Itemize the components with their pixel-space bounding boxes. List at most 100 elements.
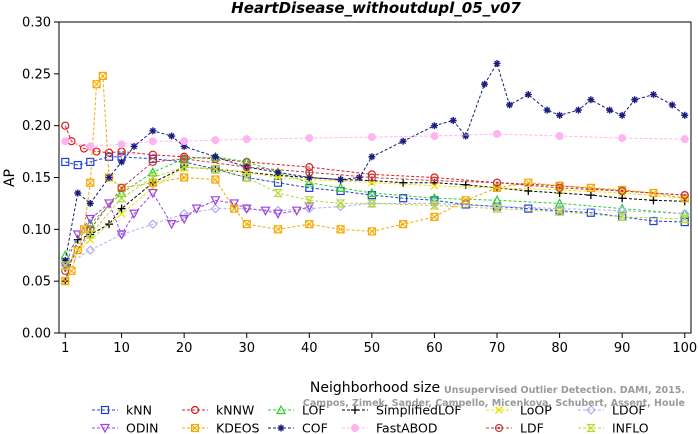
data-point-FastABOD bbox=[367, 133, 376, 142]
x-tick-label: 90 bbox=[614, 341, 631, 356]
series-line-INFLO bbox=[64, 166, 685, 266]
data-point-COF bbox=[618, 111, 626, 119]
data-point-KDEOS bbox=[305, 220, 314, 229]
data-point-LDOF bbox=[85, 245, 96, 255]
data-point-ODIN bbox=[273, 209, 284, 220]
legend-item-LDOF: LDOF bbox=[578, 403, 646, 418]
data-point-INFLO bbox=[366, 199, 377, 208]
data-point-LoOP bbox=[274, 173, 282, 182]
legend-item-kNN: kNN bbox=[92, 403, 152, 418]
legend-label-KDEOS: KDEOS bbox=[216, 421, 260, 434]
data-point-kNN bbox=[61, 157, 70, 167]
data-point-KDEOS bbox=[336, 225, 345, 234]
data-point-ODIN bbox=[85, 214, 96, 225]
data-point-LOF bbox=[85, 218, 96, 229]
data-point-kNN bbox=[86, 157, 95, 167]
y-tick-label: 0.05 bbox=[22, 275, 51, 290]
data-point-COF bbox=[649, 91, 657, 99]
legend-label-LOF: LOF bbox=[302, 403, 326, 418]
data-point-SimplifiedLOF bbox=[649, 196, 658, 205]
data-point-ODIN bbox=[229, 199, 240, 209]
data-point-LDF bbox=[242, 163, 251, 172]
data-point-kNN bbox=[104, 152, 114, 161]
data-point-SimplifiedLOF bbox=[586, 191, 595, 200]
data-point-ODIN bbox=[72, 230, 83, 240]
legend-item-kNNW: kNNW bbox=[182, 403, 254, 418]
data-point-COF bbox=[118, 158, 126, 166]
data-point-KDEOS bbox=[79, 225, 89, 234]
x-tick-label: 1 bbox=[61, 341, 69, 356]
legend-marker-SimplifiedLOF bbox=[351, 406, 359, 414]
data-point-COF bbox=[681, 111, 689, 119]
data-point-LDF bbox=[618, 186, 627, 196]
data-point-LOF bbox=[335, 182, 346, 192]
data-point-LDF bbox=[430, 176, 439, 185]
series-LDF bbox=[61, 154, 689, 275]
x-tick-label: 30 bbox=[238, 341, 255, 356]
data-point-ODIN bbox=[304, 202, 315, 212]
series-line-LoOP bbox=[64, 166, 685, 266]
y-tick-label: 0.00 bbox=[22, 327, 51, 342]
legend-label-LDF: LDF bbox=[520, 421, 544, 434]
data-point-KDEOS bbox=[399, 220, 408, 229]
data-point-LDF bbox=[367, 173, 376, 182]
y-tick-label: 0.20 bbox=[22, 119, 51, 134]
data-point-COF bbox=[524, 91, 532, 99]
data-point-LDF bbox=[680, 191, 689, 200]
legend-marker-LDF bbox=[494, 423, 504, 433]
legend-label-kNNW: kNNW bbox=[216, 403, 254, 418]
legend-marker-LoOP bbox=[495, 406, 503, 414]
data-point-FastABOD bbox=[61, 137, 70, 146]
y-tick-label: 0.25 bbox=[22, 67, 51, 82]
data-point-KDEOS bbox=[86, 178, 95, 187]
legend-marker-ODIN bbox=[100, 423, 110, 434]
data-point-ODIN bbox=[104, 199, 115, 209]
watermark-line-1: Unsupervised Outlier Detection. DAMI, 20… bbox=[444, 385, 685, 396]
x-tick-label: 20 bbox=[176, 341, 193, 356]
data-point-KDEOS bbox=[461, 196, 470, 205]
data-point-COF bbox=[399, 137, 407, 145]
legend-item-FastABOD: FastABOD bbox=[342, 421, 438, 434]
data-point-INFLO bbox=[147, 173, 158, 182]
data-point-kNNW bbox=[61, 121, 70, 130]
data-point-INFLO bbox=[335, 199, 346, 208]
data-point-COF bbox=[506, 101, 514, 109]
data-point-KDEOS bbox=[98, 71, 107, 81]
data-point-LDF bbox=[180, 154, 189, 163]
legend-marker-INFLO bbox=[586, 423, 596, 433]
data-point-INFLO bbox=[273, 188, 283, 198]
legend-item-LDF: LDF bbox=[486, 421, 544, 434]
data-point-FastABOD bbox=[148, 137, 157, 146]
data-point-COF bbox=[606, 106, 614, 114]
data-point-FastABOD bbox=[117, 140, 126, 149]
x-tick-label: 10 bbox=[113, 341, 130, 356]
data-point-ODIN bbox=[291, 206, 302, 216]
legend-marker-KDEOS bbox=[190, 423, 200, 433]
data-point-COF bbox=[149, 127, 157, 135]
data-point-INFLO bbox=[554, 207, 565, 216]
data-point-LOF bbox=[116, 187, 127, 198]
legend-label-COF: COF bbox=[302, 421, 328, 434]
data-point-KDEOS bbox=[67, 266, 76, 275]
data-point-KDEOS bbox=[586, 183, 595, 192]
series-line-LOF bbox=[64, 156, 685, 256]
data-point-LDOF bbox=[179, 208, 189, 219]
series-line-KDEOS bbox=[64, 74, 685, 282]
x-tick-label: 100 bbox=[672, 341, 697, 356]
data-point-COF bbox=[543, 106, 551, 114]
data-point-kNNW bbox=[305, 163, 314, 172]
data-point-COF bbox=[462, 132, 470, 140]
x-tick-label: 60 bbox=[426, 341, 443, 356]
y-tick-label: 0.30 bbox=[22, 16, 51, 31]
series-line-FastABOD bbox=[65, 133, 685, 147]
legend-label-FastABOD: FastABOD bbox=[376, 421, 438, 434]
data-point-FastABOD bbox=[680, 135, 689, 144]
chart-title: HeartDisease_withoutdupl_05_v07 bbox=[231, 0, 521, 17]
data-point-FastABOD bbox=[242, 135, 251, 144]
data-point-COF bbox=[430, 122, 438, 130]
data-point-LDF bbox=[117, 183, 126, 192]
data-point-LDF bbox=[492, 178, 502, 187]
data-point-LDF bbox=[148, 157, 157, 167]
data-point-FastABOD bbox=[430, 132, 439, 141]
data-point-INFLO bbox=[210, 165, 221, 174]
